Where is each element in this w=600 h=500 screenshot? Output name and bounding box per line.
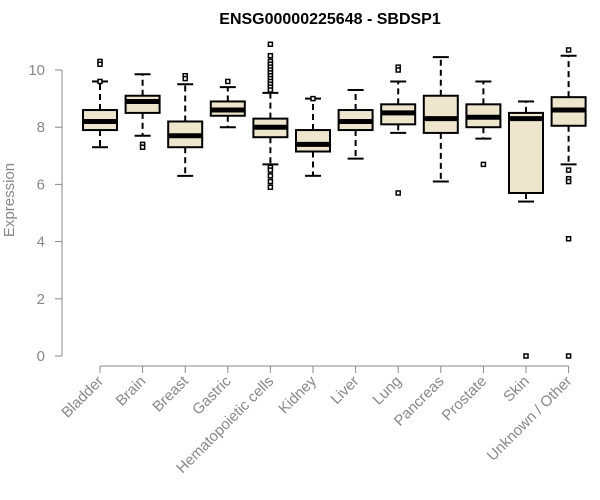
y-axis-label: Expression bbox=[1, 163, 18, 237]
outlier-point bbox=[565, 235, 572, 242]
box-group bbox=[167, 72, 204, 177]
outlier-point bbox=[565, 178, 572, 185]
x-tick-label: Skin bbox=[500, 373, 533, 406]
box-group bbox=[209, 78, 246, 129]
box-group bbox=[124, 73, 161, 150]
outlier-point bbox=[395, 190, 401, 196]
y-tick-label: 2 bbox=[37, 291, 45, 308]
x-tick-label: Kidney bbox=[275, 372, 320, 417]
box-group bbox=[422, 56, 459, 183]
outlier-point bbox=[310, 95, 316, 102]
x-tick-label: Bladder bbox=[58, 373, 107, 422]
x-tick-label: Brain bbox=[113, 373, 150, 410]
y-tick-label: 0 bbox=[37, 348, 45, 365]
outlier-point bbox=[267, 52, 274, 59]
outlier-point bbox=[267, 87, 274, 93]
x-tick-label: Liver bbox=[327, 373, 362, 408]
box-group bbox=[295, 95, 331, 177]
box-group bbox=[82, 58, 118, 149]
outlier-point bbox=[565, 353, 572, 359]
box-group bbox=[465, 80, 502, 168]
box-group bbox=[252, 41, 289, 191]
outlier-point bbox=[565, 167, 572, 173]
box-group bbox=[380, 64, 417, 196]
outlier-point bbox=[565, 47, 572, 53]
box-iqr bbox=[422, 94, 459, 134]
box-group bbox=[550, 47, 587, 359]
x-tick-label: Lung bbox=[369, 373, 405, 409]
outlier-point bbox=[523, 353, 529, 359]
box-group bbox=[508, 100, 544, 359]
outlier-point bbox=[225, 78, 231, 85]
boxplot-series bbox=[82, 41, 587, 359]
x-tick-label: Breast bbox=[149, 372, 192, 415]
chart-title: ENSG00000225648 - SBDSP1 bbox=[219, 11, 441, 28]
outlier-point bbox=[182, 75, 188, 82]
x-tick-label: Prostate bbox=[439, 373, 491, 425]
y-axis: 0 2 4 6 8 10 bbox=[28, 62, 63, 365]
outlier-point bbox=[480, 161, 487, 168]
outlier-point bbox=[267, 41, 274, 48]
outlier-point bbox=[267, 173, 274, 179]
box-iqr bbox=[508, 111, 544, 194]
y-tick-label: 4 bbox=[37, 234, 45, 251]
outlier-point bbox=[267, 178, 274, 185]
y-tick-label: 6 bbox=[37, 176, 45, 193]
y-tick-label: 10 bbox=[28, 62, 45, 79]
outlier-point bbox=[97, 61, 103, 68]
outlier-point bbox=[267, 184, 274, 191]
y-tick-label: 8 bbox=[37, 119, 45, 136]
outlier-point bbox=[267, 167, 274, 173]
outlier-point bbox=[139, 144, 146, 150]
box-iqr bbox=[124, 94, 161, 114]
box-group bbox=[337, 89, 374, 160]
box-iqr bbox=[295, 129, 331, 153]
outlier-point bbox=[395, 67, 401, 73]
outlier-point bbox=[97, 78, 103, 85]
